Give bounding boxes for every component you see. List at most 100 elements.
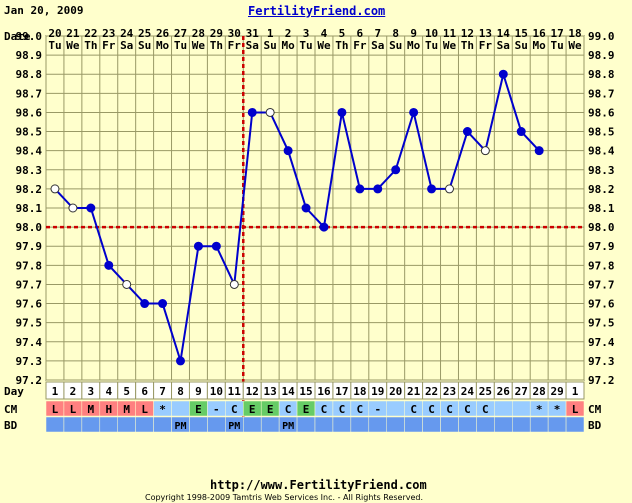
temperature-point [355,184,365,194]
date-label: 11 [443,27,457,40]
cm-cell [386,400,405,417]
day-number: 9 [195,385,202,398]
bd-cell [529,416,549,433]
day-number: 29 [550,385,563,398]
y-tick-label-right: 98.8 [588,68,615,81]
bd-cell [422,416,441,433]
date-label: 8 [392,27,399,40]
bd-cell [494,416,513,433]
date-label: 10 [425,27,438,40]
cm-value: M [123,403,130,416]
y-tick-label-right: 97.4 [588,336,615,349]
temperature-point [498,69,508,79]
temperature-point [104,260,114,270]
day-number: 21 [407,385,421,398]
weekday-label: Su [138,39,151,52]
y-tick-label-left: 97.5 [16,317,43,330]
day-number: 14 [281,385,295,398]
y-tick-label-left: 97.8 [16,259,43,272]
temperature-point [211,241,221,251]
weekday-label: Fr [102,39,116,52]
y-tick-label-left: 98.2 [16,183,43,196]
temperature-point [176,356,185,366]
weekday-label: Sa [371,39,384,52]
weekday-label: Sa [497,39,510,52]
y-tick-label-right: 98.3 [588,164,615,177]
cm-value: C [285,403,292,416]
weekday-label: Sa [120,39,133,52]
bd-cell [512,416,531,433]
temperature-point [301,203,311,213]
bd-cell [458,416,477,433]
weekday-label: We [317,39,331,52]
date-row-label: Date [4,30,31,43]
weekday-label: Tu [48,39,61,52]
y-tick-label-left: 98.1 [16,202,43,215]
date-label: 1 [267,27,274,40]
weekday-label: Tu [425,39,438,52]
temperature-point [283,146,293,156]
bd-cell [117,416,136,433]
day-number: 24 [461,385,475,398]
bd-cell [404,416,423,433]
y-tick-label-left: 97.6 [16,298,43,311]
day-number: 15 [299,385,312,398]
cm-value: C [357,403,364,416]
day-number: 20 [389,385,402,398]
temperature-point [193,241,203,251]
date-label: 7 [374,27,381,40]
cm-cell [565,400,585,417]
day-number: 2 [70,385,77,398]
temperature-point [462,127,472,137]
bd-value: PM [282,421,294,432]
y-tick-label-left: 98.6 [16,106,43,119]
temperature-point [319,222,329,232]
date-label: 22 [84,27,97,40]
day-cell [565,381,585,400]
weekday-label: Th [84,39,97,52]
y-tick-label-right: 97.3 [588,355,615,368]
cm-value: L [52,403,59,416]
y-tick-label-left: 98.5 [16,126,43,139]
temperature-point [158,299,168,309]
bd-cell [332,416,352,433]
cm-cell [494,400,513,417]
date-label: 23 [102,27,115,40]
footer-copyright: Copyright 1998-2009 Tamtris Web Services… [145,493,424,502]
y-tick-label-left: 98.0 [16,221,43,234]
bd-cell [440,416,459,433]
temperature-point [480,146,490,156]
weekday-label: Mo [281,39,295,52]
y-tick-label-left: 98.9 [16,49,43,62]
weekday-label: Tu [550,39,563,52]
bd-cell [63,416,83,433]
cm-value: C [428,403,435,416]
bd-cell [547,416,567,433]
temperature-point [409,107,419,117]
date-label: 6 [357,27,364,40]
y-tick-label-right: 97.9 [588,240,615,253]
date-label: 20 [48,27,61,40]
bd-cell [260,416,280,433]
day-number: 12 [246,385,259,398]
y-tick-label-left: 97.2 [16,374,43,387]
cm-value: E [303,403,310,416]
cm-value: M [88,403,95,416]
bd-cell [386,416,405,433]
day-number: 4 [105,385,112,398]
day-number: 13 [264,385,277,398]
y-tick-label-left: 97.7 [16,278,43,291]
bd-cell [45,416,65,433]
site-link[interactable]: FertilityFriend.com [248,4,386,18]
y-tick-label-right: 98.9 [588,49,615,62]
footer-url[interactable]: http://www.FertilityFriend.com [210,478,427,492]
bd-row-label-right: BD [588,419,602,432]
y-tick-label-right: 98.5 [588,126,615,139]
date-label: 21 [66,27,80,40]
cm-value: * [554,403,561,416]
weekday-label: Fr [479,39,493,52]
y-tick-label-left: 97.4 [16,336,43,349]
y-tick-label-right: 97.6 [588,298,615,311]
cm-value: C [339,403,346,416]
